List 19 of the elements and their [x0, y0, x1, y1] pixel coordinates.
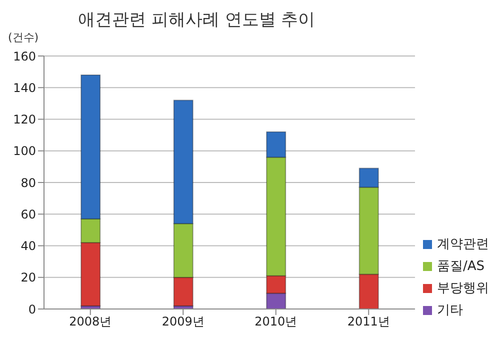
- legend-label: 품질/AS: [437, 258, 485, 275]
- y-tick-label: 100: [13, 144, 36, 158]
- legend-label: 계약관련: [437, 236, 489, 253]
- y-tick-label: 40: [20, 239, 36, 254]
- y-axis-title: (건수): [8, 30, 39, 45]
- y-tick-label: 160: [13, 49, 36, 64]
- y-tick-label: 120: [13, 112, 36, 127]
- x-tick-label: 2009년: [162, 314, 204, 329]
- legend-label: 기타: [437, 302, 463, 319]
- y-tick-label: 20: [20, 270, 36, 285]
- x-tick-label: 2008년: [69, 314, 112, 329]
- x-tick-label: 2011년: [347, 314, 390, 329]
- x-tick-label: 2010년: [254, 314, 298, 329]
- y-tick-label: 80: [20, 176, 36, 190]
- y-tick-label: 140: [13, 80, 36, 95]
- y-tick-label: 0: [28, 302, 36, 316]
- chart-title: 애견관련 피해사례 연도별 추이: [78, 9, 316, 31]
- legend-label: 부당행위: [437, 280, 489, 297]
- y-tick-label: 60: [20, 207, 36, 222]
